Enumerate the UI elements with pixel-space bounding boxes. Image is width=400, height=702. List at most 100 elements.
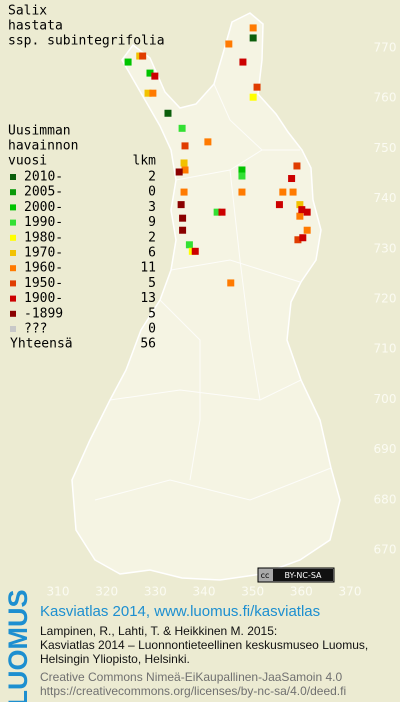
occurrence-points <box>124 24 311 287</box>
occurrence <box>181 142 189 150</box>
legend-swatch <box>10 295 16 302</box>
x-tick-label: 340 <box>193 585 216 599</box>
y-tick-label: 730 <box>374 241 397 255</box>
occurrence <box>238 172 246 180</box>
legend-label: 2000- <box>24 200 63 215</box>
x-tick-label: 330 <box>144 585 167 599</box>
license-url[interactable]: https://creativecommons.org/licenses/by-… <box>40 684 346 698</box>
occurrence <box>296 201 304 209</box>
legend-count: 11 <box>140 261 156 276</box>
occurrence <box>303 226 311 234</box>
legend-count: 5 <box>148 276 156 291</box>
title-line: hastata <box>8 19 63 34</box>
legend-swatch <box>10 219 16 226</box>
occurrence <box>225 40 233 48</box>
license-line: Creative Commons Nimeä-EiKaupallinen-Jaa… <box>40 670 342 684</box>
occurrence <box>253 83 261 91</box>
occurrence <box>191 247 199 255</box>
legend-swatch <box>10 204 16 211</box>
y-tick-label: 740 <box>374 191 397 205</box>
y-tick-label: 710 <box>374 342 397 356</box>
occurrence <box>239 58 247 66</box>
badge-text: BY-NC-SA <box>284 571 322 580</box>
license-badge[interactable]: cc BY-NC-SA <box>257 567 335 583</box>
y-tick-label: 690 <box>374 442 397 456</box>
legend: 2010- 2 2005- 0 2000- 3 1990- 9 1980- 2 1970- 6 1960… <box>10 170 156 352</box>
legend-count: 5 <box>148 306 156 321</box>
legend-count: 2 <box>148 170 156 185</box>
occurrence <box>151 72 159 80</box>
legend-heading: Uusimman <box>8 124 71 139</box>
y-tick-label: 720 <box>374 292 397 306</box>
legend-label: 2005- <box>24 185 63 200</box>
legend-label: 1960- <box>24 261 63 276</box>
occurrence <box>179 226 187 234</box>
occurrence <box>213 208 221 216</box>
legend-swatch <box>10 250 16 256</box>
legend-label: -1899 <box>24 306 63 321</box>
occurrence <box>227 279 235 287</box>
logo: LUOMUS <box>3 590 33 702</box>
legend-count: 9 <box>148 215 156 230</box>
title-line: Salix <box>8 4 47 19</box>
y-tick-label: 760 <box>374 91 397 105</box>
occurrence <box>238 188 246 196</box>
occurrence <box>299 234 307 242</box>
legend-label: 2010- <box>24 170 63 185</box>
legend-label: 1990- <box>24 215 63 230</box>
occurrence <box>288 175 296 183</box>
occurrence <box>218 208 226 216</box>
occurrence <box>279 188 287 196</box>
occurrence <box>180 188 188 196</box>
occurrence <box>144 89 152 97</box>
occurrence <box>298 206 306 214</box>
finland-outline <box>71 12 341 581</box>
total-count: 56 <box>140 337 156 352</box>
badge-icon: cc <box>261 571 270 580</box>
occurrence <box>146 69 154 77</box>
occurrence <box>139 52 147 60</box>
occurrence <box>179 214 187 222</box>
legend-count: 3 <box>148 200 156 215</box>
x-tick-label: 370 <box>339 585 362 599</box>
occurrence <box>303 208 311 216</box>
x-tick-label: 320 <box>95 585 118 599</box>
legend-count: 13 <box>140 291 156 306</box>
axis-labels: 310 320 330 340 350 360 3706706806907007107207… <box>47 41 397 599</box>
occurrence <box>149 89 157 97</box>
occurrence <box>185 241 193 249</box>
citation-line: Kasviatlas 2014 – Luonnontieteellinen ke… <box>40 638 368 652</box>
occurrence <box>178 124 186 132</box>
legend-swatch <box>10 234 16 241</box>
count-heading: lkm <box>133 154 157 169</box>
y-tick-label: 680 <box>374 492 397 506</box>
x-tick-label: 360 <box>290 585 313 599</box>
y-tick-label: 670 <box>374 543 397 557</box>
occurrence <box>249 93 257 101</box>
occurrence <box>296 212 304 220</box>
y-tick-label: 700 <box>374 392 397 406</box>
occurrence <box>204 138 212 146</box>
legend-swatch <box>10 265 16 272</box>
legend-swatch <box>10 310 16 317</box>
occurrence <box>181 166 189 174</box>
occurrence <box>293 162 301 170</box>
legend-label: 1980- <box>24 230 63 245</box>
occurrence <box>164 109 172 117</box>
legend-swatch <box>10 326 16 332</box>
footer-heading[interactable]: Kasviatlas 2014, www.luomus.fi/kasviatla… <box>40 603 320 620</box>
legend-count: 2 <box>148 230 156 245</box>
legend-label: ??? <box>24 322 47 337</box>
legend-count: 6 <box>148 246 156 261</box>
occurrence <box>124 58 132 66</box>
x-tick-label: 350 <box>241 585 264 599</box>
occurrence <box>249 34 257 42</box>
occurrence <box>180 159 188 167</box>
occurrence <box>275 201 283 209</box>
y-tick-label: 770 <box>374 41 397 55</box>
legend-swatch <box>10 174 16 180</box>
occurrence <box>289 188 297 196</box>
occurrence <box>294 236 302 244</box>
citation-line: Lampinen, R., Lahti, T. & Heikkinen M. 2… <box>40 624 277 638</box>
